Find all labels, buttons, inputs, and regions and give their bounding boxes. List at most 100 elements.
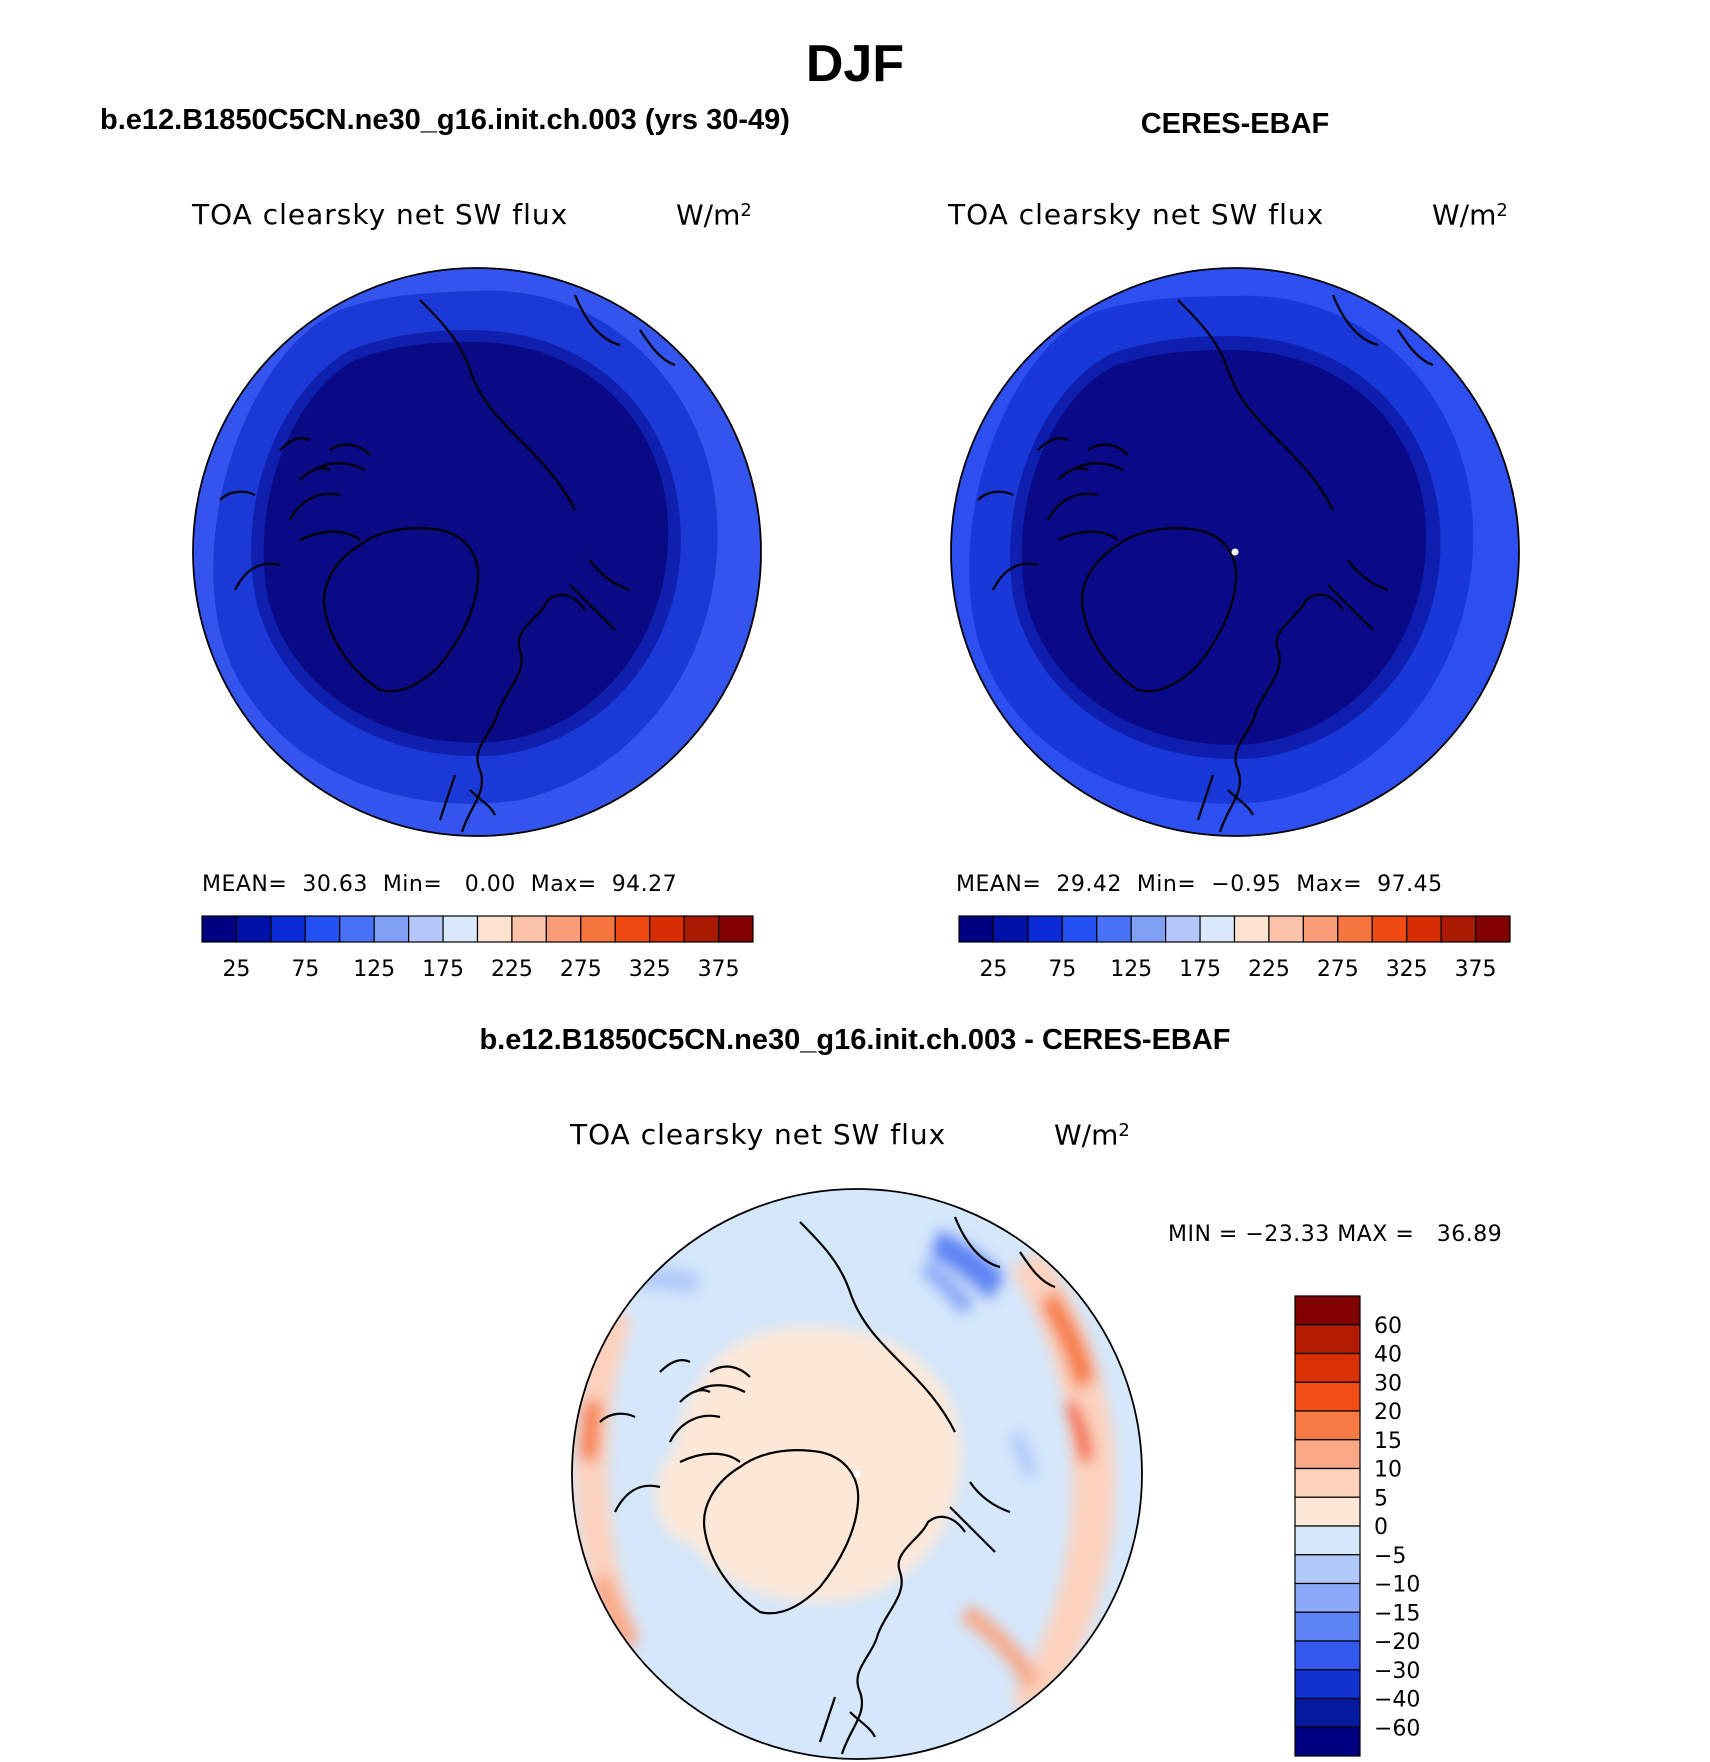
- model-colorbar-tick-label: 325: [629, 957, 671, 982]
- diff-colorbar-swatch: [1294, 1439, 1361, 1470]
- diff-colorbar-tick-label: 5: [1374, 1486, 1388, 1511]
- obs-colorbar-swatch: [1406, 915, 1442, 943]
- model-colorbar-swatch: [270, 915, 306, 943]
- diff-colorbar-swatch: [1294, 1352, 1361, 1383]
- obs-colorbar-swatch: [1165, 915, 1201, 943]
- obs-colorbar-swatch: [1302, 915, 1339, 943]
- diff-colorbar-swatch: [1294, 1726, 1361, 1757]
- diff-colorbar: 60 40 30 20 15 10 5 0 −5 −10 −15 −20 −30 −40 −60: [1294, 1295, 1420, 1757]
- obs-colorbar-swatch: [1027, 915, 1063, 943]
- diff-units-label: W/m2: [1054, 1118, 1130, 1152]
- model-panel-title: b.e12.B1850C5CN.ne30_g16.init.ch.003 (yr…: [100, 104, 790, 136]
- diff-colorbar-swatch: [1294, 1496, 1361, 1527]
- model-colorbar-swatch: [235, 915, 272, 943]
- model-colorbar-tick-label: 375: [698, 957, 740, 982]
- obs-variable-label: TOA clearsky net SW flux: [948, 198, 1325, 231]
- obs-panel-title: CERES-EBAF: [1140, 108, 1330, 140]
- model-colorbar-swatch: [614, 915, 651, 943]
- obs-colorbar-swatch: [1474, 915, 1511, 943]
- diff-colorbar-tick-label: 40: [1374, 1343, 1402, 1368]
- diff-colorbar-swatch: [1294, 1410, 1361, 1441]
- obs-colorbar-tick-label: 25: [979, 957, 1007, 982]
- diff-variable-label: TOA clearsky net SW flux: [570, 1118, 947, 1151]
- model-colorbar-swatch: [373, 915, 410, 943]
- obs-colorbar-swatch: [1371, 915, 1408, 943]
- figure-title: DJF: [805, 35, 905, 93]
- model-colorbar-tick-label: 275: [560, 957, 602, 982]
- diff-colorbar-swatch: [1294, 1669, 1361, 1700]
- model-colorbar-swatch: [717, 915, 754, 943]
- obs-stats: MEAN= 29.42 Min= −0.95 Max= 97.45: [956, 872, 1443, 897]
- obs-polar-map: [950, 267, 1520, 837]
- diff-colorbar-swatch: [1294, 1324, 1361, 1355]
- model-coastlines: [219, 294, 676, 833]
- diff-colorbar-tick-label: 20: [1374, 1400, 1402, 1425]
- diff-field-anomalies: [575, 1230, 1116, 1720]
- obs-colorbar-swatch: [1233, 915, 1270, 943]
- diff-colorbar-tick-label: 0: [1374, 1515, 1388, 1540]
- diff-colorbar-tick-label: −5: [1374, 1544, 1406, 1569]
- obs-colorbar-tick-label: 275: [1317, 957, 1359, 982]
- obs-colorbar-swatch: [1061, 915, 1098, 943]
- diff-colorbar-swatch: [1294, 1611, 1361, 1642]
- diff-colorbar-swatch: [1294, 1697, 1361, 1728]
- model-colorbar-swatch: [442, 915, 479, 943]
- model-colorbar-tick-label: 225: [491, 957, 533, 982]
- obs-colorbar-swatch: [1130, 915, 1167, 943]
- obs-coastlines: [977, 294, 1434, 833]
- obs-colorbar-tick-label: 125: [1110, 957, 1152, 982]
- model-colorbar: 25 75 125 175 225 275 325 375: [201, 915, 754, 982]
- model-colorbar-swatch: [201, 915, 238, 943]
- model-colorbar-swatch: [580, 915, 616, 943]
- diff-colorbar-swatch: [1294, 1295, 1361, 1326]
- model-colorbar-tick-label: 125: [353, 957, 395, 982]
- diff-colorbar-swatch: [1294, 1640, 1361, 1671]
- diff-colorbar-tick-label: −20: [1374, 1630, 1420, 1655]
- obs-colorbar-tick-label: 225: [1248, 957, 1290, 982]
- diff-map-border: [571, 1188, 1143, 1760]
- diff-coastlines: [599, 1216, 1056, 1755]
- diff-colorbar-tick-label: −30: [1374, 1659, 1420, 1684]
- model-colorbar-swatch: [683, 915, 720, 943]
- model-colorbar-swatch: [408, 915, 444, 943]
- obs-pole-marker: [1231, 548, 1239, 556]
- model-colorbar-tick-label: 175: [422, 957, 464, 982]
- obs-field-core: [1021, 349, 1427, 745]
- model-stats: MEAN= 30.63 Min= 0.00 Max= 94.27: [202, 872, 678, 897]
- obs-colorbar-tick-label: 375: [1455, 957, 1497, 982]
- obs-colorbar-swatch: [992, 915, 1029, 943]
- model-colorbar-swatch: [339, 915, 375, 943]
- model-colorbar-tick-label: 25: [222, 957, 250, 982]
- model-polar-map: [192, 267, 762, 837]
- diff-colorbar-swatch: [1294, 1381, 1361, 1412]
- obs-colorbar-swatch: [1337, 915, 1373, 943]
- diff-colorbar-tick-label: 30: [1374, 1371, 1402, 1396]
- obs-colorbar-tick-label: 325: [1386, 957, 1428, 982]
- obs-colorbar-swatch: [1268, 915, 1304, 943]
- model-units-label: W/m2: [676, 198, 752, 232]
- model-colorbar-swatch: [511, 915, 547, 943]
- diff-colorbar-swatch: [1294, 1582, 1361, 1613]
- diff-minmax: MIN = −23.33 MAX = 36.89: [1168, 1222, 1503, 1247]
- model-colorbar-tick-label: 75: [291, 957, 319, 982]
- obs-colorbar-swatch: [1199, 915, 1236, 943]
- diff-pole-marker: [853, 1470, 861, 1478]
- model-variable-label: TOA clearsky net SW flux: [192, 198, 569, 231]
- obs-colorbar-swatch: [1440, 915, 1477, 943]
- diff-colorbar-tick-label: −15: [1374, 1601, 1420, 1626]
- model-colorbar-swatch: [545, 915, 582, 943]
- diff-colorbar-tick-label: 15: [1374, 1429, 1402, 1454]
- diff-panel-title: b.e12.B1850C5CN.ne30_g16.init.ch.003 - C…: [479, 1024, 1231, 1056]
- diff-colorbar-swatch: [1294, 1554, 1361, 1585]
- model-colorbar-swatch: [304, 915, 341, 943]
- diff-colorbar-tick-label: −10: [1374, 1573, 1420, 1598]
- obs-colorbar-tick-label: 75: [1048, 957, 1076, 982]
- diff-colorbar-tick-label: 60: [1374, 1314, 1402, 1339]
- model-colorbar-swatch: [476, 915, 513, 943]
- obs-colorbar-swatch: [958, 915, 995, 943]
- diff-polar-map: [571, 1188, 1143, 1760]
- obs-colorbar-tick-label: 175: [1179, 957, 1221, 982]
- obs-units-label: W/m2: [1432, 198, 1508, 232]
- diff-colorbar-tick-label: 10: [1374, 1458, 1402, 1483]
